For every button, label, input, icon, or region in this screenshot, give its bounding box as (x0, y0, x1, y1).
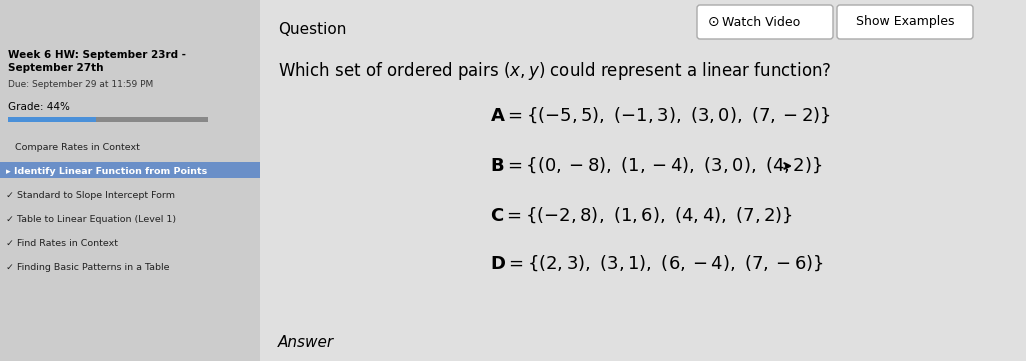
Text: Compare Rates in Context: Compare Rates in Context (6, 143, 140, 152)
Text: Due: September 29 at 11:59 PM: Due: September 29 at 11:59 PM (8, 80, 153, 89)
Text: Which set of ordered pairs $(x, y)$ could represent a linear function?: Which set of ordered pairs $(x, y)$ coul… (278, 60, 831, 82)
Text: Week 6 HW: September 23rd -
September 27th: Week 6 HW: September 23rd - September 27… (8, 50, 186, 73)
Text: ✓ Finding Basic Patterns in a Table: ✓ Finding Basic Patterns in a Table (6, 262, 169, 271)
Text: Show Examples: Show Examples (856, 16, 954, 29)
Text: $\mathbf{C} = \{(-2, 8),\ (1, 6),\ (4, 4),\ (7, 2)\}$: $\mathbf{C} = \{(-2, 8),\ (1, 6),\ (4, 4… (490, 205, 793, 225)
Text: Grade: 44%: Grade: 44% (8, 102, 70, 112)
Text: Question: Question (278, 22, 347, 37)
Text: $\mathbf{B} = \{(0, -8),\ (1, -4),\ (3, 0),\ (4, 2)\}$: $\mathbf{B} = \{(0, -8),\ (1, -4),\ (3, … (490, 155, 823, 174)
Text: ✓ Standard to Slope Intercept Form: ✓ Standard to Slope Intercept Form (6, 191, 175, 200)
FancyBboxPatch shape (0, 162, 260, 178)
Text: ✓ Table to Linear Equation (Level 1): ✓ Table to Linear Equation (Level 1) (6, 214, 176, 223)
Text: Watch Video: Watch Video (722, 16, 800, 29)
Text: $\mathbf{D} = \{(2, 3),\ (3, 1),\ (6, -4),\ (7, -6)\}$: $\mathbf{D} = \{(2, 3),\ (3, 1),\ (6, -4… (490, 253, 824, 273)
FancyBboxPatch shape (260, 0, 1026, 361)
FancyBboxPatch shape (8, 117, 96, 122)
FancyBboxPatch shape (697, 5, 833, 39)
FancyBboxPatch shape (8, 117, 208, 122)
FancyBboxPatch shape (0, 0, 260, 361)
Text: ✓ Find Rates in Context: ✓ Find Rates in Context (6, 239, 118, 248)
Text: ⊙: ⊙ (708, 15, 719, 29)
Text: $\mathbf{A} = \{(-5, 5),\ (-1, 3),\ (3, 0),\ (7, -2)\}$: $\mathbf{A} = \{(-5, 5),\ (-1, 3),\ (3, … (490, 105, 831, 125)
Text: Answer: Answer (278, 335, 334, 350)
Text: ▸ Identify Linear Function from Points: ▸ Identify Linear Function from Points (6, 166, 207, 175)
FancyBboxPatch shape (837, 5, 973, 39)
